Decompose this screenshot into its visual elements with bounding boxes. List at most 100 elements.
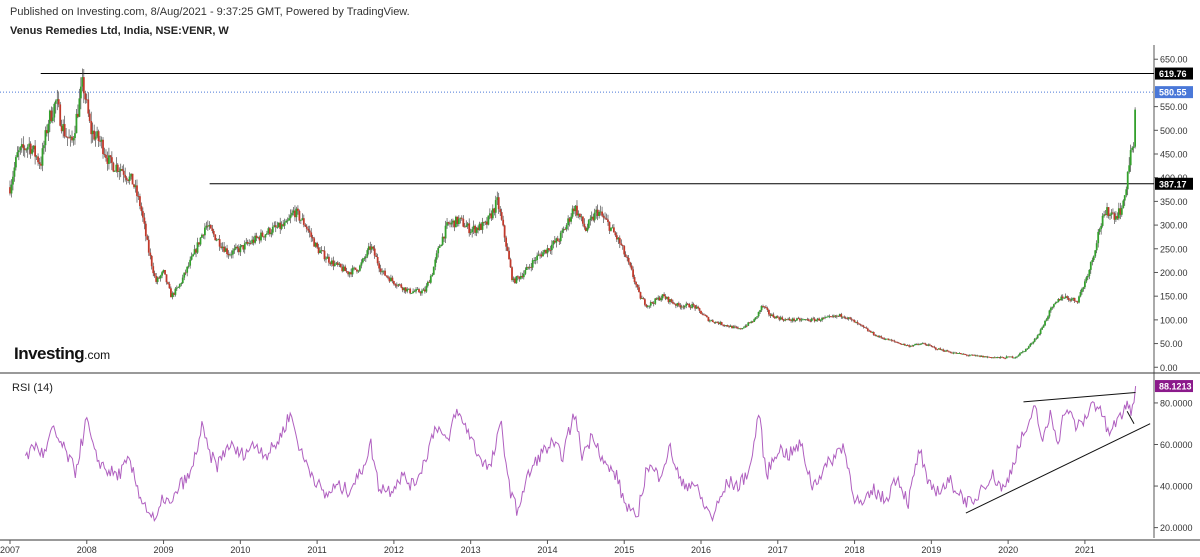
candle-body	[573, 208, 575, 212]
candle-body	[147, 239, 150, 253]
candle-body	[12, 176, 14, 185]
candle-body	[692, 304, 695, 306]
candle-body	[47, 123, 50, 134]
candle-body	[434, 259, 437, 267]
candle-body	[401, 287, 404, 291]
candle-body	[103, 154, 106, 155]
candle-body	[899, 343, 902, 345]
candle-body	[732, 326, 735, 329]
candle-body	[363, 258, 366, 259]
candle-body	[970, 354, 973, 356]
candle-body	[955, 352, 958, 354]
candle-body	[861, 324, 863, 326]
candle-body	[332, 260, 335, 267]
candle-body	[184, 272, 187, 274]
candle-body	[348, 272, 351, 275]
candle-body	[986, 356, 989, 358]
candle-body	[1104, 214, 1107, 216]
candle-body	[770, 314, 773, 316]
candle-body	[799, 318, 801, 321]
candle-body	[868, 330, 871, 332]
candle-body	[1004, 358, 1007, 360]
candle-body	[539, 254, 541, 256]
candle-body	[1110, 212, 1113, 215]
candle-body	[906, 345, 909, 347]
candle-body	[440, 244, 443, 247]
logo-suffix-text: .com	[84, 348, 111, 362]
candle-body	[285, 220, 288, 223]
candle-body	[1055, 302, 1058, 303]
rsi-trendline	[965, 423, 1151, 514]
candle-body	[633, 277, 636, 283]
time-tick-label: 2019	[921, 545, 941, 555]
candle-body	[838, 314, 841, 317]
candle-body	[979, 355, 981, 357]
candle-body	[172, 293, 175, 295]
candle-body	[694, 305, 697, 309]
candle-body	[277, 222, 280, 228]
level-tag-bg	[1155, 177, 1193, 190]
candle-body	[308, 230, 311, 233]
candle-body	[943, 350, 946, 352]
candle-body	[1131, 147, 1134, 151]
candle-body	[558, 241, 561, 242]
candle-body	[1134, 109, 1137, 147]
candle-body	[206, 225, 209, 227]
candle-body	[872, 332, 875, 336]
candle-body	[175, 287, 178, 289]
candle-body	[187, 265, 190, 267]
candle-body	[617, 237, 620, 240]
candle-body	[96, 131, 99, 137]
candle-body	[215, 239, 218, 241]
candle-body	[494, 200, 497, 213]
candle-body	[205, 225, 208, 228]
candle-body	[930, 345, 933, 347]
candle-body	[581, 216, 584, 224]
candle-body	[561, 230, 564, 233]
candle-body	[1072, 297, 1074, 300]
candle-body	[948, 351, 950, 353]
candle-body	[181, 277, 184, 284]
candle-body	[664, 296, 667, 299]
candle-body	[463, 226, 466, 228]
candle-body	[552, 240, 555, 245]
candle-body	[37, 156, 39, 163]
candle-body	[351, 267, 354, 275]
candle-body	[902, 343, 905, 345]
candle-body	[317, 247, 320, 254]
candle-body	[602, 215, 605, 218]
candle-body	[540, 254, 543, 257]
candle-body	[887, 338, 890, 341]
candle-body	[236, 246, 239, 249]
time-tick-label: 2021	[1075, 545, 1095, 555]
candle-body	[1100, 225, 1103, 230]
candle-body	[835, 315, 838, 317]
candle-body	[60, 125, 63, 132]
candle-body	[156, 277, 159, 282]
candle-body	[830, 316, 832, 318]
candle-body	[896, 342, 899, 343]
candle-body	[57, 99, 60, 105]
candle-body	[372, 246, 375, 249]
candle-body	[186, 266, 189, 273]
candle-body	[199, 237, 202, 245]
candle-body	[685, 303, 688, 306]
candle-body	[119, 169, 122, 171]
candle-body	[289, 215, 292, 219]
candle-body	[945, 350, 948, 352]
time-tick-label: 2012	[384, 545, 404, 555]
candle-body	[475, 227, 478, 233]
price-tick-label: 550.00	[1160, 102, 1188, 112]
candle-body	[1107, 207, 1110, 216]
candle-body	[1120, 207, 1123, 215]
candle-body	[890, 339, 893, 341]
candle-body	[530, 266, 533, 268]
candle-body	[577, 213, 580, 216]
candle-body	[688, 303, 691, 308]
candle-body	[590, 216, 593, 219]
candle-body	[806, 319, 809, 321]
candle-body	[158, 277, 161, 279]
candle-body	[1042, 325, 1045, 328]
candle-body	[832, 315, 835, 317]
price-tick-label: 650.00	[1160, 55, 1188, 65]
